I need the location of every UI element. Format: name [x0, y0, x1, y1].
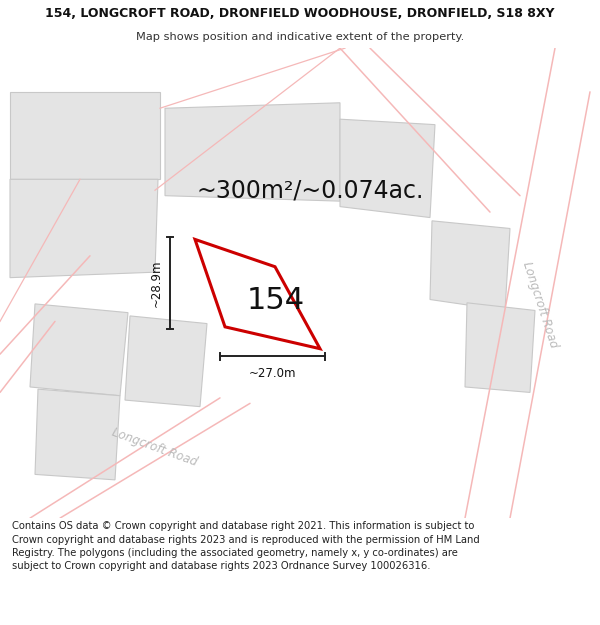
Polygon shape: [165, 102, 340, 201]
Polygon shape: [430, 221, 510, 311]
Text: Contains OS data © Crown copyright and database right 2021. This information is : Contains OS data © Crown copyright and d…: [12, 521, 480, 571]
Text: Longcroft Road: Longcroft Road: [520, 260, 560, 350]
Text: ~27.0m: ~27.0m: [249, 368, 296, 381]
Text: ~300m²/~0.074ac.: ~300m²/~0.074ac.: [196, 178, 424, 202]
Polygon shape: [10, 92, 160, 179]
Text: Map shows position and indicative extent of the property.: Map shows position and indicative extent…: [136, 31, 464, 41]
Polygon shape: [30, 304, 128, 396]
Text: 154, LONGCROFT ROAD, DRONFIELD WOODHOUSE, DRONFIELD, S18 8XY: 154, LONGCROFT ROAD, DRONFIELD WOODHOUSE…: [45, 7, 555, 19]
Polygon shape: [195, 239, 320, 349]
Polygon shape: [35, 389, 120, 480]
Polygon shape: [465, 302, 535, 392]
Polygon shape: [340, 119, 435, 218]
Text: ~28.9m: ~28.9m: [149, 259, 163, 307]
Polygon shape: [125, 316, 207, 407]
Text: Longcroft Road: Longcroft Road: [110, 426, 200, 469]
Text: 154: 154: [247, 286, 305, 316]
Polygon shape: [10, 179, 158, 278]
